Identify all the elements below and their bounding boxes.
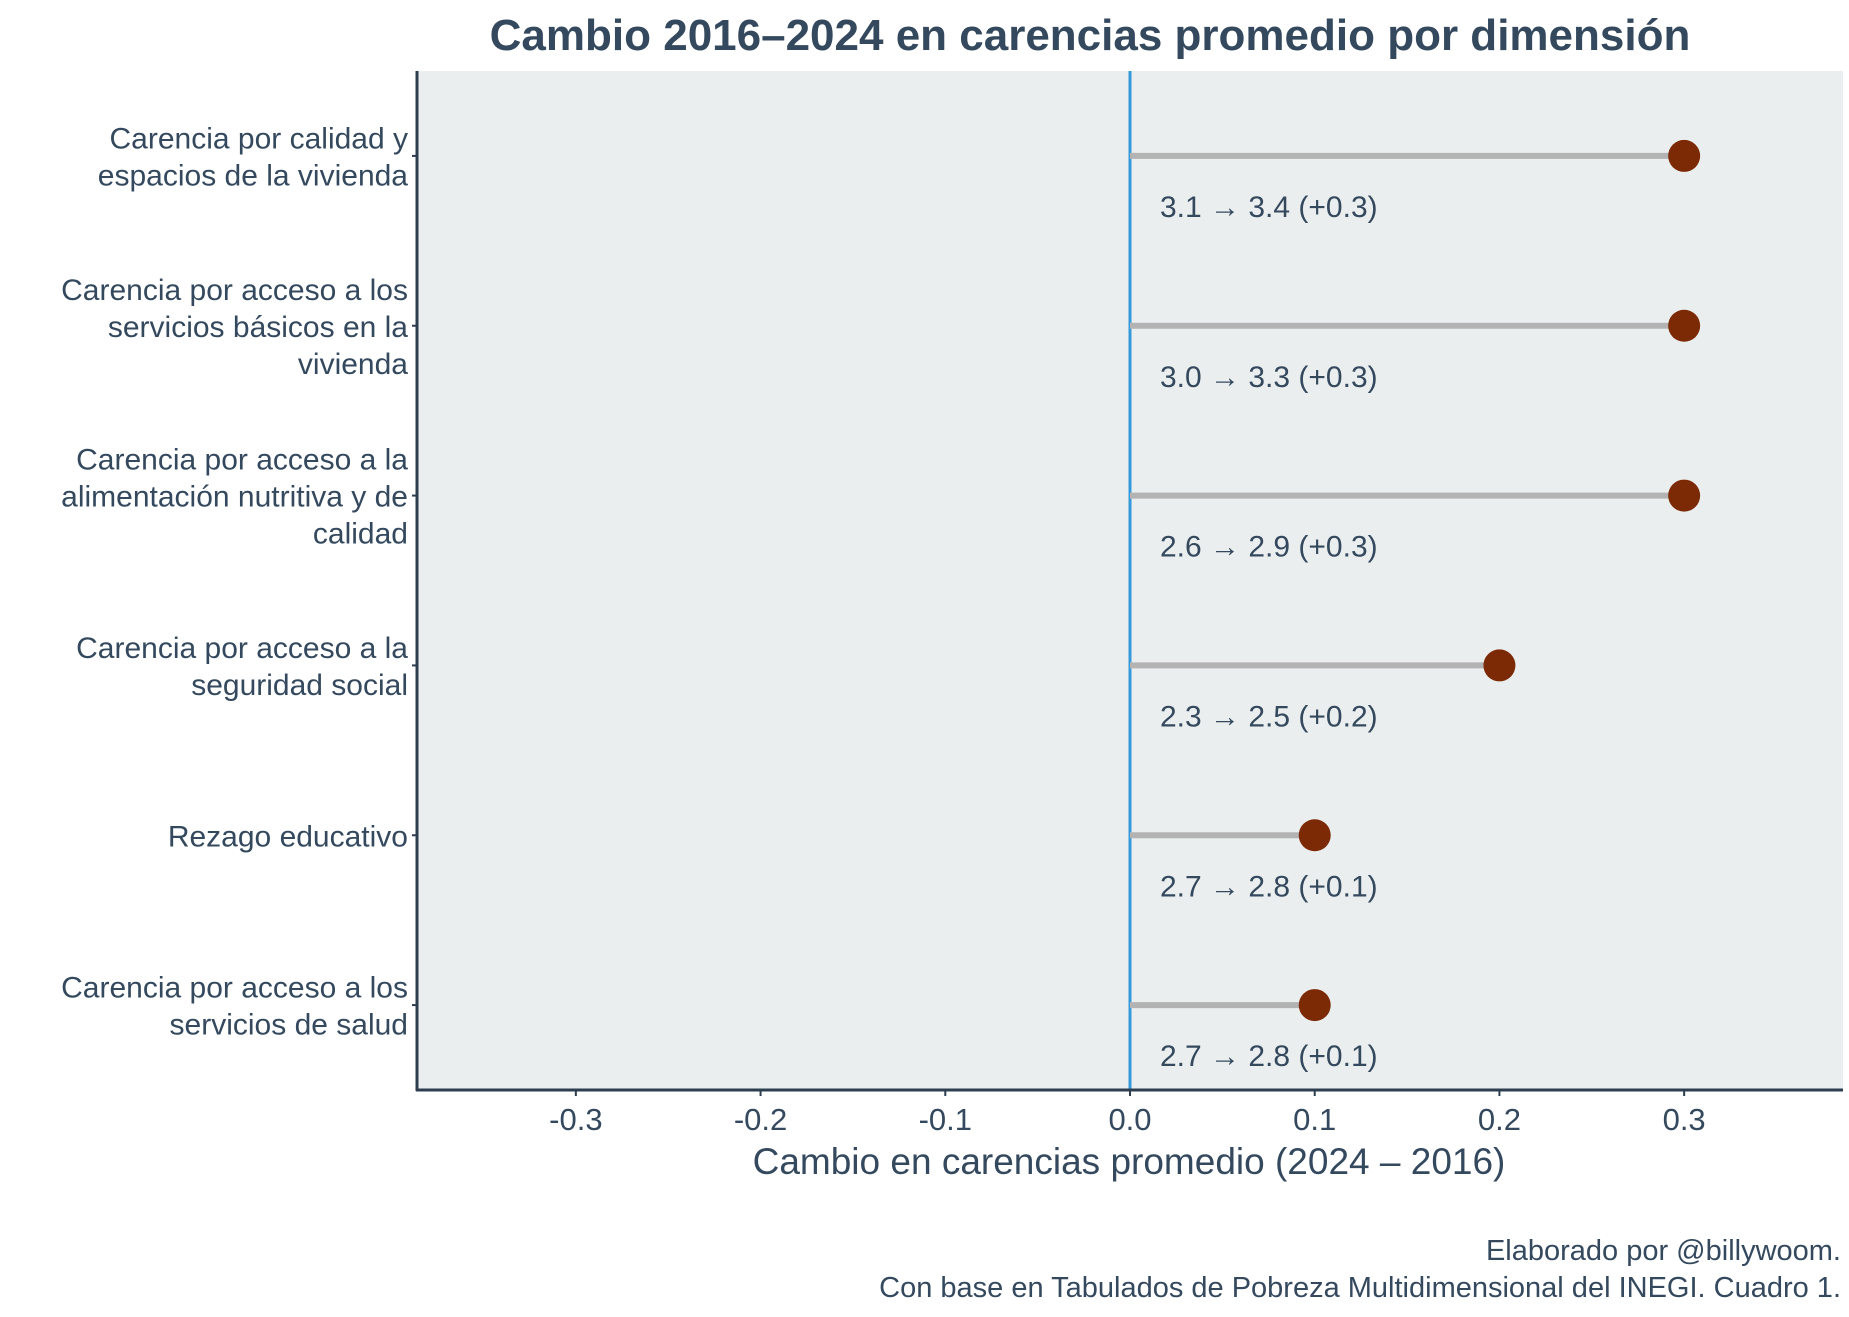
y-tick-label: Carencia por calidad y: [110, 122, 409, 155]
lollipop-dot: [1483, 649, 1516, 682]
value-annotation: 2.7 → 2.8 (+0.1): [1160, 1040, 1378, 1073]
value-annotation: 2.6 → 2.9 (+0.3): [1160, 531, 1378, 564]
x-tick-label: 0.0: [1108, 1102, 1151, 1137]
lollipop-dot: [1668, 139, 1701, 172]
y-tick-label: Carencia por acceso a los: [61, 972, 408, 1005]
value-annotation: 3.0 → 3.3 (+0.3): [1160, 361, 1378, 394]
value-annotation: 2.3 → 2.5 (+0.2): [1160, 700, 1378, 733]
lollipop-dot: [1298, 819, 1331, 852]
y-tick-label: servicios básicos en la: [108, 311, 408, 344]
y-tick-label: alimentación nutritiva y de: [61, 481, 408, 514]
x-tick-label: 0.1: [1293, 1102, 1336, 1137]
caption-line-2: Con base en Tabulados de Pobreza Multidi…: [879, 1272, 1841, 1304]
x-tick-label: 0.3: [1663, 1102, 1706, 1137]
caption-line-1: Elaborado por @billywoom.: [1486, 1235, 1841, 1267]
y-tick-label: Carencia por acceso a la: [76, 444, 408, 477]
y-tick-label: calidad: [313, 518, 408, 551]
y-tick-label: vivienda: [298, 348, 408, 381]
y-tick-label: Carencia por acceso a la: [76, 632, 408, 665]
y-tick-label: Carencia por acceso a los: [61, 274, 408, 307]
lollipop-dot: [1668, 479, 1701, 512]
y-tick-label: espacios de la vivienda: [98, 159, 409, 192]
y-tick-label: Rezago educativo: [168, 820, 408, 853]
value-annotation: 2.7 → 2.8 (+0.1): [1160, 870, 1378, 903]
lollipop-dot: [1668, 309, 1701, 342]
y-tick-label: seguridad social: [191, 669, 408, 702]
value-annotation: 3.1 → 3.4 (+0.3): [1160, 191, 1378, 224]
x-axis-title: Cambio en carencias promedio (2024 – 201…: [753, 1141, 1506, 1182]
y-tick-label: servicios de salud: [170, 1009, 408, 1042]
x-tick-label: -0.3: [549, 1102, 602, 1137]
chart-title: Cambio 2016–2024 en carencias promedio p…: [490, 11, 1691, 60]
x-tick-label: -0.1: [919, 1102, 972, 1137]
x-tick-label: 0.2: [1478, 1102, 1521, 1137]
lollipop-dot: [1298, 989, 1331, 1022]
x-tick-label: -0.2: [734, 1102, 787, 1137]
